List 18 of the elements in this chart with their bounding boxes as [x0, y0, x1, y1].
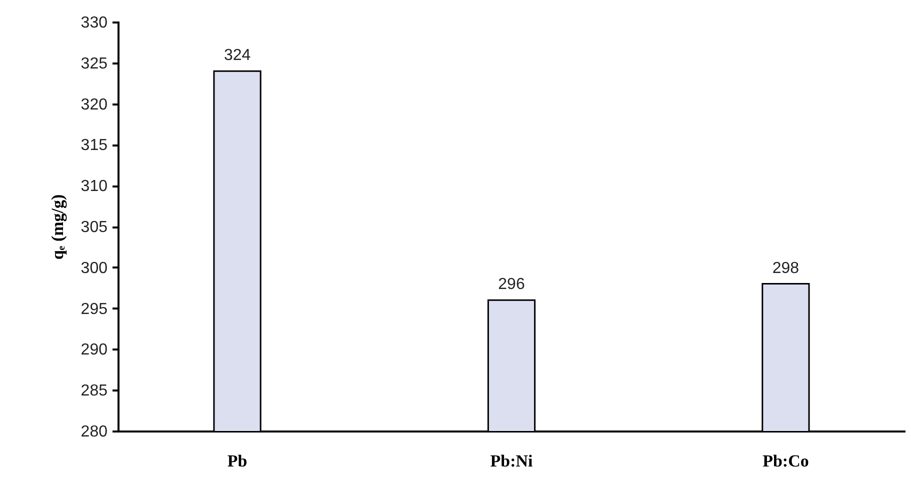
data-label: 298: [772, 260, 800, 277]
x-tick-label: Pb: [227, 452, 248, 470]
y-tick-label: 280: [80, 424, 108, 440]
data-label: 296: [498, 276, 525, 294]
y-tick-label: 325: [80, 55, 108, 72]
y-tick-label: 290: [80, 342, 108, 359]
y-tick-label: 305: [80, 219, 108, 236]
data-label: 324: [224, 47, 251, 64]
y-axis-title: qₑ (mg/g): [48, 194, 67, 260]
y-tick-label: 295: [80, 300, 108, 318]
y-tick-label: 315: [80, 137, 108, 154]
y-tick-label: 330: [80, 14, 108, 32]
y-tick-label: 285: [80, 382, 108, 400]
y-tick-label: 300: [80, 260, 108, 277]
y-tick-label: 320: [80, 96, 108, 114]
x-tick-label: Pb:Co: [762, 452, 809, 470]
x-tick-label: Pb:Ni: [490, 452, 534, 470]
y-tick-label: 310: [80, 178, 108, 196]
